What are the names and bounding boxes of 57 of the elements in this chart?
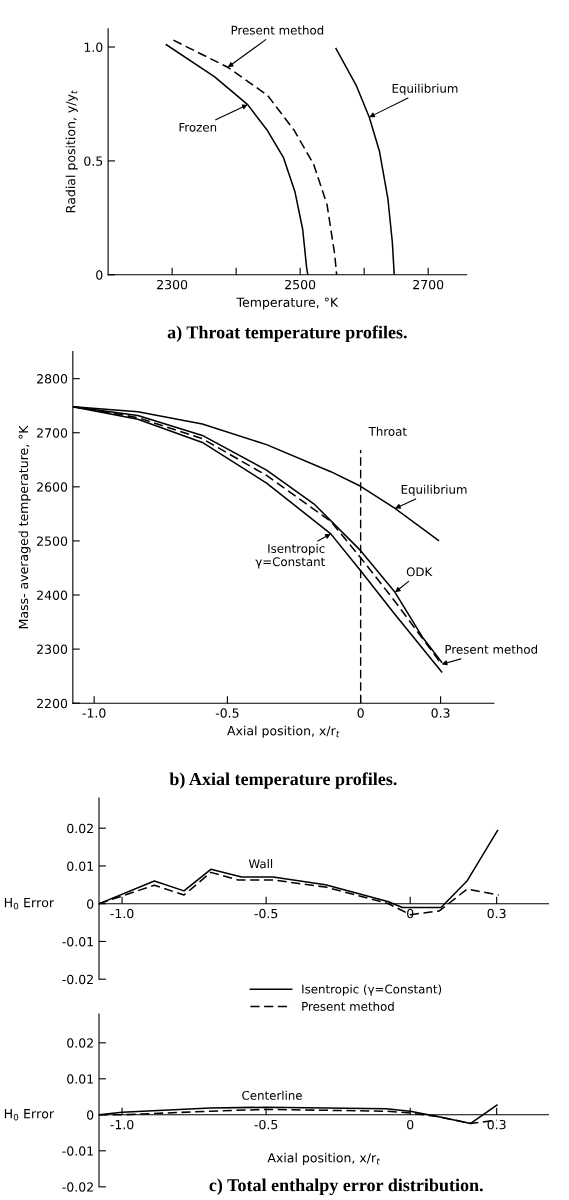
y-tick-label: 2500 xyxy=(37,536,68,546)
x-tick-label: -0.5 xyxy=(254,1119,278,1130)
y-tick-label: -0.01 xyxy=(62,936,93,947)
y-tick-label: 2700 xyxy=(37,428,68,438)
y-tick-label: 0 xyxy=(87,1110,94,1120)
text: b) Axial temperature profiles. xyxy=(169,772,397,789)
x-tick-label: 0 xyxy=(407,1119,414,1130)
text: c) Total enthalpy error distribution. xyxy=(209,1178,483,1196)
x-tick-label: 0 xyxy=(357,708,364,718)
y-tick-label: 2800 xyxy=(37,374,68,384)
ref-line-label: Throat xyxy=(368,426,407,436)
text: Frozen xyxy=(179,122,217,132)
x-tick-label: 2300 xyxy=(157,279,188,290)
y-axis-title: H$_{0}$ Error xyxy=(4,898,55,910)
y-tick-label: -0.01 xyxy=(62,1146,93,1156)
y-tick-label: 0.01 xyxy=(67,861,93,871)
y-axis-title: Radial position, y/y$_{t}$ xyxy=(65,90,78,213)
y-tick-label: 0.02 xyxy=(67,1038,93,1048)
text: Present method xyxy=(231,25,324,35)
y-tick-label: 1.0 xyxy=(84,42,103,52)
x-axis-title: Temperature, °K xyxy=(236,297,339,310)
y-tick-label: 2600 xyxy=(37,482,68,492)
x-tick-label: -0.5 xyxy=(215,708,239,718)
series-label: Present method xyxy=(445,644,537,654)
text: Equilibrium xyxy=(392,83,458,96)
y-tick-label: 0.5 xyxy=(84,156,103,166)
legend-label: Isentropic (γ=Constant) xyxy=(302,984,442,996)
x-tick-label: -1.0 xyxy=(110,1119,134,1130)
y-tick-label: 2300 xyxy=(37,644,68,655)
y-axis-title: Mass- averaged temperature, °K xyxy=(18,425,31,629)
series-label: Equilibrium xyxy=(401,484,467,497)
legend-label: Present method xyxy=(302,1001,394,1011)
y-tick-label: -0.02 xyxy=(62,974,93,985)
x-tick-label: 0.3 xyxy=(487,908,506,919)
y-tick-label: 2200 xyxy=(37,698,68,709)
x-tick-label: -0.5 xyxy=(254,908,278,919)
x-tick-label: -1.0 xyxy=(82,708,106,718)
x-tick-label: 0.3 xyxy=(487,1119,506,1130)
x-tick-label: 0.3 xyxy=(431,708,450,718)
x-axis-title: Axial position, x/r$_{t}$ xyxy=(227,725,340,738)
x-tick-label: 2700 xyxy=(413,279,444,290)
legend-label: Isentropic γ=Constant xyxy=(255,543,325,569)
y-tick-label: 0.01 xyxy=(67,1074,93,1084)
x-tick-label: -1.0 xyxy=(110,908,134,919)
annotation: Wall xyxy=(248,859,273,869)
x-axis-title: Axial position, x/r$_{t}$ xyxy=(267,1152,380,1165)
y-axis-title: H$_{0}$ Error xyxy=(4,1109,55,1121)
series-label: ODK xyxy=(406,567,433,577)
y-tick-label: 0.02 xyxy=(67,823,93,834)
x-tick-label: 2500 xyxy=(285,279,316,290)
y-tick-label: 2400 xyxy=(37,590,68,600)
x-tick-label: 0 xyxy=(407,908,414,919)
text: a) Throat temperature profiles. xyxy=(167,325,407,343)
y-tick-label: 0 xyxy=(96,270,103,280)
y-tick-label: 0 xyxy=(87,899,94,909)
annotation: Centerline xyxy=(242,1090,302,1100)
y-tick-label: -0.02 xyxy=(62,1182,93,1192)
